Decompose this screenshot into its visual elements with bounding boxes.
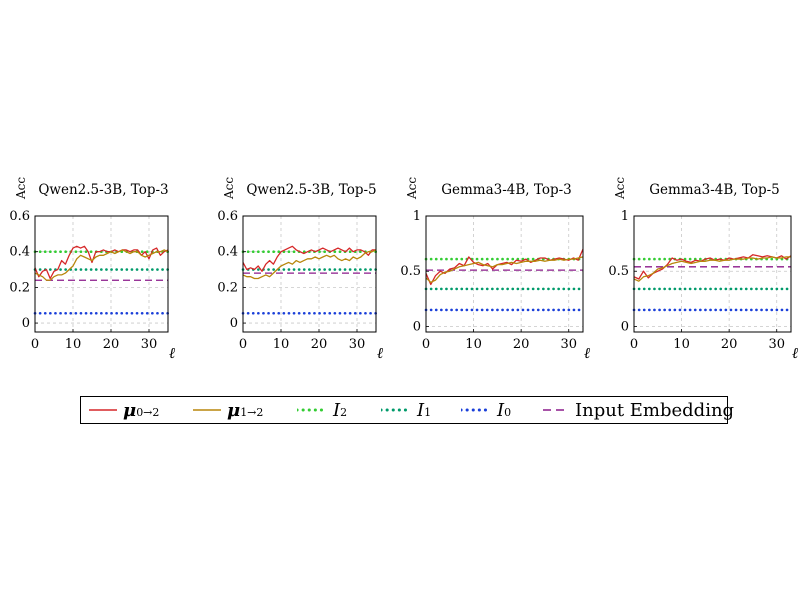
x-tick-label: 30	[141, 337, 158, 352]
plot-frame	[633, 215, 792, 333]
chart-title: Qwen2.5-3B, Top-5	[246, 182, 376, 198]
y-axis-label: Acc	[14, 177, 28, 200]
y-tick-label: 0.4	[9, 245, 30, 260]
y-axis-label: Acc	[405, 177, 419, 200]
x-axis-label: ℓ	[169, 344, 175, 362]
y-tick-label: 0	[230, 316, 238, 331]
series-line-mu-1-2	[242, 249, 377, 280]
y-tick-label: 0.6	[9, 209, 30, 224]
x-tick-label: 10	[65, 337, 82, 352]
series-line-mu-0-2	[242, 245, 376, 272]
y-tick-label: 1	[413, 209, 421, 224]
series-line-mu-1-2	[633, 256, 791, 282]
legend: μ0→2 μ1→2 I2 I1 I0 Input Embedding	[80, 396, 734, 424]
y-axis-label: Acc	[222, 177, 236, 200]
legend-label-i2: I2	[333, 400, 348, 421]
y-tick-label: 0	[621, 319, 629, 334]
x-tick-label: 0	[31, 337, 39, 352]
y-tick-label: 0.5	[608, 264, 629, 279]
series-line-mu-1-2	[425, 256, 584, 283]
x-tick-label: 10	[273, 337, 290, 352]
series-line-mu-0-2	[34, 245, 169, 280]
x-tick-label: 10	[673, 337, 690, 352]
y-axis-label: Acc	[613, 177, 627, 200]
legend-label-i1: I1	[417, 400, 432, 421]
chart-panel-1: 0 10 20 30 0 0.2 0.4 0.6 Qwen2.5-3B, Top-3 Acc ℓ	[9, 177, 175, 362]
x-tick-label: 30	[768, 337, 785, 352]
y-tick-label: 1	[621, 209, 629, 224]
chart-title: Gemma3-4B, Top-5	[649, 182, 780, 198]
chart-title: Gemma3-4B, Top-3	[441, 182, 572, 198]
plot-frame	[34, 215, 169, 333]
y-tick-label: 0	[413, 319, 421, 334]
y-tick-label: 0	[22, 316, 30, 331]
x-tick-label: 30	[560, 337, 577, 352]
x-tick-label: 20	[311, 337, 328, 352]
y-tick-label: 0.5	[400, 264, 421, 279]
x-tick-label: 0	[239, 337, 247, 352]
legend-label-i0: I0	[497, 400, 512, 421]
chart-panel-3: 0 10 20 30 0 0.5 1 Gemma3-4B, Top-3 Acc ℓ	[400, 177, 590, 362]
x-tick-label: 20	[103, 337, 120, 352]
x-tick-label: 0	[422, 337, 430, 352]
x-axis-label: ℓ	[584, 344, 590, 362]
chart-panel-4: 0 10 20 30 0 0.5 1 Gemma3-4B, Top-5 Acc ℓ	[608, 177, 798, 362]
series-line-mu-0-2	[425, 248, 584, 286]
series-line-mu-1-2	[34, 249, 169, 281]
x-tick-label: 20	[513, 337, 530, 352]
x-tick-label: 0	[630, 337, 638, 352]
y-tick-label: 0.4	[217, 245, 238, 260]
y-tick-label: 0.2	[9, 280, 30, 295]
chart-title: Qwen2.5-3B, Top-3	[38, 182, 168, 198]
plot-frame	[425, 215, 584, 333]
x-tick-label: 10	[465, 337, 482, 352]
legend-label-mu12: μ1→2	[227, 400, 264, 421]
x-tick-label: 30	[349, 337, 366, 352]
legend-label-emb: Input Embedding	[575, 400, 735, 421]
x-axis-label: ℓ	[377, 344, 383, 362]
y-tick-label: 0.6	[217, 209, 238, 224]
chart-panel-2: 0 10 20 30 0 0.2 0.4 0.6 Qwen2.5-3B, Top-5 Acc ℓ	[217, 177, 383, 362]
y-tick-label: 0.2	[217, 280, 238, 295]
legend-label-mu02: μ0→2	[123, 400, 160, 421]
x-axis-label: ℓ	[792, 344, 798, 362]
series-line-mu-0-2	[633, 254, 792, 280]
plot-frame	[242, 215, 377, 333]
x-tick-label: 20	[721, 337, 738, 352]
